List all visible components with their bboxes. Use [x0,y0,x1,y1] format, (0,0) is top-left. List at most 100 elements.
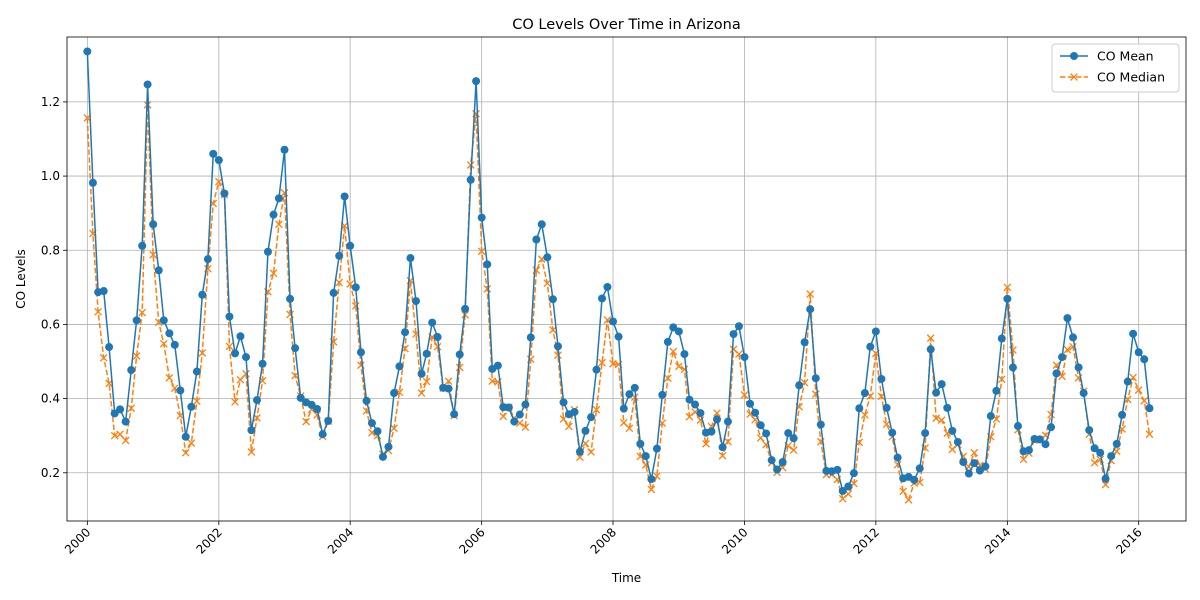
data-point [636,439,645,448]
data-point [937,416,946,424]
data-point [1063,314,1072,323]
data-point [116,430,124,439]
data-point [483,284,492,293]
data-point [455,350,464,359]
data-point [466,175,475,184]
data-point [1118,410,1127,419]
data-point [165,373,174,382]
data-point [860,389,869,398]
data-point [1145,430,1154,439]
data-point [417,389,426,397]
data-point [225,312,234,321]
data-point [198,349,207,357]
data-point [302,417,310,426]
data-point [324,416,333,425]
data-point [526,333,535,342]
data-point [746,399,755,408]
data-point [598,358,606,367]
data-point [888,428,897,437]
data-point [680,350,689,359]
data-point [740,353,749,362]
data-point [504,403,513,412]
data-point [926,334,935,343]
data-point [1047,410,1055,419]
data-point [455,363,464,372]
data-point [209,149,218,158]
data-point [712,415,721,424]
data-point [1140,355,1149,364]
data-point [630,383,639,392]
data-point [696,409,705,418]
data-point [751,408,760,417]
data-point [740,391,749,399]
data-point [926,345,935,354]
data-point [127,404,136,413]
data-point [412,297,421,306]
data-point [795,381,804,390]
data-point [723,417,732,426]
data-point [1134,348,1143,357]
data-point [477,213,486,222]
data-point [581,426,590,435]
data-point [893,453,902,462]
data-point [252,396,261,405]
data-point [986,412,995,421]
data-point [800,338,809,347]
data-point [263,247,272,256]
data-point [406,254,415,263]
data-point [94,307,102,316]
data-point [138,308,147,317]
y-axis-ticks: 0.2 0.4 0.6 0.8 1.0 1.2 [41,95,67,480]
data-point [318,430,327,439]
legend-entry-co-median: CO Median [1097,70,1165,85]
data-point [1052,369,1061,378]
data-point [1041,440,1050,449]
data-point [575,447,584,456]
data-point [1140,396,1149,405]
data-point [110,431,119,440]
data-point [554,351,562,360]
data-point [614,332,623,341]
data-point [88,178,97,187]
data-point [258,359,267,368]
data-point [143,80,152,89]
data-point [187,402,196,411]
data-point [641,452,650,461]
data-point [625,424,634,433]
data-point [378,452,387,461]
data-point [997,334,1006,343]
series-co-mean [83,47,1154,495]
data-point [674,327,683,336]
data-point [105,343,114,352]
data-point [559,398,568,407]
data-point [767,456,776,465]
data-point [99,353,108,362]
data-point [198,290,207,299]
data-point [570,407,579,416]
data-point [844,482,853,491]
data-point [915,464,924,473]
data-point [329,288,338,297]
data-point [149,220,158,229]
data-point [515,410,524,419]
data-point [1069,333,1078,342]
data-point [1047,423,1056,432]
data-point [433,333,442,342]
data-point [816,420,825,429]
plot-frame [66,36,1187,522]
data-point [625,390,634,399]
data-point [373,427,382,436]
data-point [1123,377,1132,386]
data-point [937,380,946,389]
data-point [806,290,815,298]
data-point [932,414,940,423]
data-point [592,405,601,414]
data-point [236,375,245,384]
data-point [1003,283,1012,292]
data-point [910,475,919,484]
y-tick-label: 0.4 [41,392,60,406]
data-point [992,386,1001,395]
data-point [132,352,141,360]
data-point [127,366,136,375]
data-point [192,367,201,376]
